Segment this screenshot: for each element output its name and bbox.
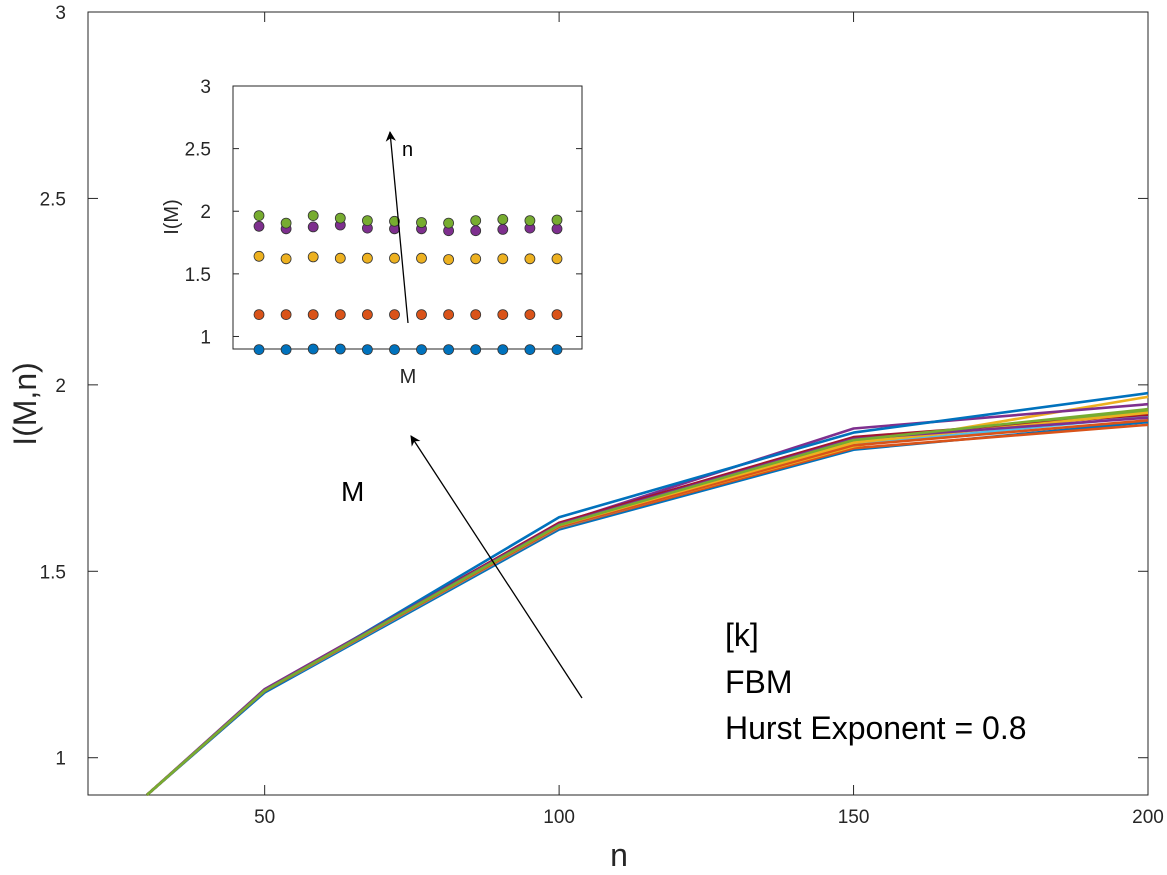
inset-data-point bbox=[307, 251, 319, 263]
main-series-line bbox=[146, 407, 1149, 796]
inset-data-point bbox=[497, 309, 509, 321]
inset-y-tick-label: 1.5 bbox=[185, 265, 211, 286]
inset-data-point bbox=[334, 212, 346, 224]
inset-data-point bbox=[470, 309, 482, 321]
inset-y-axis-label: I(M) bbox=[161, 199, 183, 235]
inset-data-point bbox=[334, 343, 346, 355]
inset-data-point bbox=[443, 254, 455, 265]
inset-data-point bbox=[551, 309, 563, 321]
inset-data-point bbox=[280, 217, 292, 229]
main-x-tick-label: 200 bbox=[1132, 807, 1164, 828]
inset-y-tick-label: 2.5 bbox=[185, 140, 211, 161]
inset-data-point bbox=[307, 309, 319, 321]
inset-data-point bbox=[443, 217, 455, 229]
main-y-tick-label: 3 bbox=[55, 3, 66, 24]
inset-x-axis-label: M bbox=[400, 366, 417, 388]
inset-data-point bbox=[524, 215, 536, 227]
inset-data-point bbox=[416, 252, 427, 264]
inset-data-point bbox=[524, 253, 536, 265]
main-axes: 50 100 150 200 1 1.5 2 2.5 3 bbox=[40, 3, 1164, 828]
inset-data-point bbox=[280, 253, 292, 265]
annotation-line-3: Hurst Exponent = 0.8 bbox=[725, 710, 1027, 746]
inset-data-point bbox=[361, 344, 373, 356]
inset-y-tick-label: 3 bbox=[200, 77, 211, 98]
inset-data-point bbox=[280, 344, 292, 356]
inset-data-point bbox=[470, 344, 482, 356]
inset-data-point bbox=[470, 253, 482, 265]
inset-data-point bbox=[389, 309, 400, 321]
inset-data-point bbox=[253, 220, 265, 232]
main-x-tick-label: 150 bbox=[838, 807, 870, 828]
inset-plot-area bbox=[232, 85, 583, 350]
annotation-line-1: [k] bbox=[725, 617, 759, 653]
inset-data-point bbox=[497, 223, 509, 235]
inset-data-point bbox=[443, 309, 455, 321]
inset-data-point bbox=[253, 309, 265, 321]
main-ticks: 50 100 150 200 1 1.5 2 2.5 3 bbox=[40, 3, 1164, 828]
inset-n-arrow-label: n bbox=[402, 139, 413, 161]
inset-data-point bbox=[253, 210, 265, 222]
inset-data-point bbox=[497, 344, 509, 356]
inset-data-point bbox=[443, 344, 455, 356]
inset-data-point bbox=[361, 309, 373, 321]
inset-data-point bbox=[524, 344, 536, 356]
inset-y-tick-label: 2 bbox=[200, 202, 211, 223]
inset-data-point bbox=[551, 344, 563, 356]
inset-data-point bbox=[497, 253, 509, 265]
inset-y-tick-label: 1 bbox=[200, 327, 211, 348]
main-x-tick-label: 100 bbox=[543, 807, 575, 828]
inset-data-point bbox=[389, 344, 400, 356]
inset-data-point bbox=[307, 210, 319, 222]
main-y-axis-label: I(M,n) bbox=[7, 362, 43, 446]
inset-data-point bbox=[416, 344, 427, 356]
inset-data-point bbox=[470, 225, 482, 237]
inset-data-point bbox=[416, 217, 427, 228]
inset-data-point bbox=[253, 344, 265, 356]
main-m-arrow-label: M bbox=[341, 476, 364, 507]
inset-series-points bbox=[253, 210, 563, 356]
inset-data-point bbox=[551, 214, 563, 226]
inset-data-point bbox=[307, 343, 319, 355]
inset-data-point bbox=[524, 309, 536, 321]
inset-data-point bbox=[253, 250, 265, 262]
inset-data-point bbox=[280, 309, 292, 321]
inset-data-point bbox=[334, 252, 346, 264]
annotation-line-2: FBM bbox=[725, 664, 793, 700]
inset-ticks: 1 1.5 2 2.5 3 bbox=[185, 77, 582, 348]
inset-data-point bbox=[389, 215, 400, 227]
main-x-tick-label: 50 bbox=[254, 807, 275, 828]
inset-data-point bbox=[497, 213, 509, 225]
inset-data-point bbox=[416, 309, 427, 321]
main-m-arrow bbox=[410, 435, 583, 699]
main-y-tick-label: 1.5 bbox=[40, 562, 66, 583]
main-y-tick-label: 1 bbox=[55, 749, 66, 770]
main-y-tick-label: 2.5 bbox=[40, 189, 66, 210]
inset-data-point bbox=[361, 252, 373, 264]
inset-data-point bbox=[307, 221, 319, 233]
inset-axes: 1 1.5 2 2.5 3 bbox=[185, 77, 583, 356]
inset-data-point bbox=[334, 309, 346, 321]
main-series-lines bbox=[146, 391, 1149, 796]
inset-data-point bbox=[389, 252, 400, 264]
inset-n-arrow bbox=[385, 130, 409, 324]
inset-data-point bbox=[361, 215, 373, 227]
main-y-tick-label: 2 bbox=[55, 376, 66, 397]
inset-data-point bbox=[470, 215, 482, 227]
inset-data-point bbox=[551, 253, 563, 265]
main-x-axis-label: n bbox=[610, 837, 628, 873]
